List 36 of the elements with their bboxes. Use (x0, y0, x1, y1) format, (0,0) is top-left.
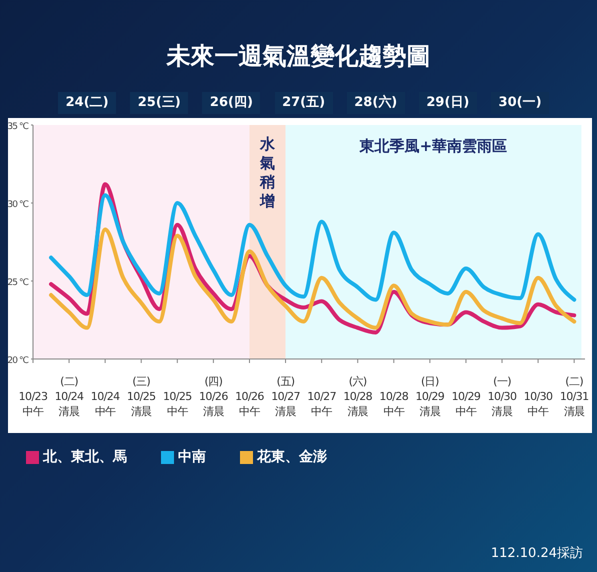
x-tick-label: (一) 10/30 清晨 (488, 375, 517, 418)
legend-label: 花東、金澎 (257, 448, 327, 466)
legend-label: 北、東北、馬 (43, 448, 127, 466)
line-series (49, 228, 576, 330)
y-tick-label: 25 °C (7, 278, 29, 288)
legend-label: 中南 (178, 448, 206, 466)
x-tick-label: (二) 10/31 清晨 (560, 375, 589, 418)
text: 27(五) (274, 92, 333, 114)
x-tick-label: 10/23 中午 (18, 390, 48, 418)
y-tick-label: 20 °C (7, 356, 29, 366)
x-tick-label: (日) 10/29 清晨 (416, 375, 445, 418)
x-tick-label: (六) 10/28 清晨 (343, 375, 373, 418)
x-tick-label: (二) 10/24 清晨 (54, 375, 84, 418)
text: 26(四) (202, 92, 260, 114)
x-tick-label: 10/25 中午 (162, 390, 192, 418)
line-series (49, 193, 576, 302)
x-tick-label: 10/28 中午 (379, 390, 409, 418)
chart-title: 未來一週氣溫變化趨勢圖 (165, 41, 432, 72)
text: 25(三) (130, 92, 188, 114)
band-label: 東北季風+華南雲雨區 (358, 137, 508, 155)
x-tick-label: (三) 10/25 清晨 (126, 375, 156, 418)
text: 30(一) (491, 92, 550, 114)
text: 29(日) (418, 92, 477, 114)
x-tick-label: 10/26 中午 (235, 390, 264, 418)
y-tick-label: 35 °C (7, 122, 29, 132)
y-tick-label: 30 °C (7, 200, 29, 210)
x-tick-label: 10/30 中午 (524, 390, 554, 418)
x-tick-label: (五) 10/27 清晨 (271, 375, 300, 418)
x-tick-label: 10/27 中午 (307, 390, 337, 418)
text: 24(二) (58, 92, 116, 114)
text: 112.10.24採訪 (490, 545, 583, 562)
x-tick-label: (四) 10/26 清晨 (199, 375, 228, 418)
band-label: 水氣稍增 (259, 135, 276, 210)
text: 28(六) (346, 92, 405, 114)
x-tick-label: 10/24 中午 (90, 390, 120, 418)
x-tick-label: 10/29 中午 (452, 390, 481, 418)
